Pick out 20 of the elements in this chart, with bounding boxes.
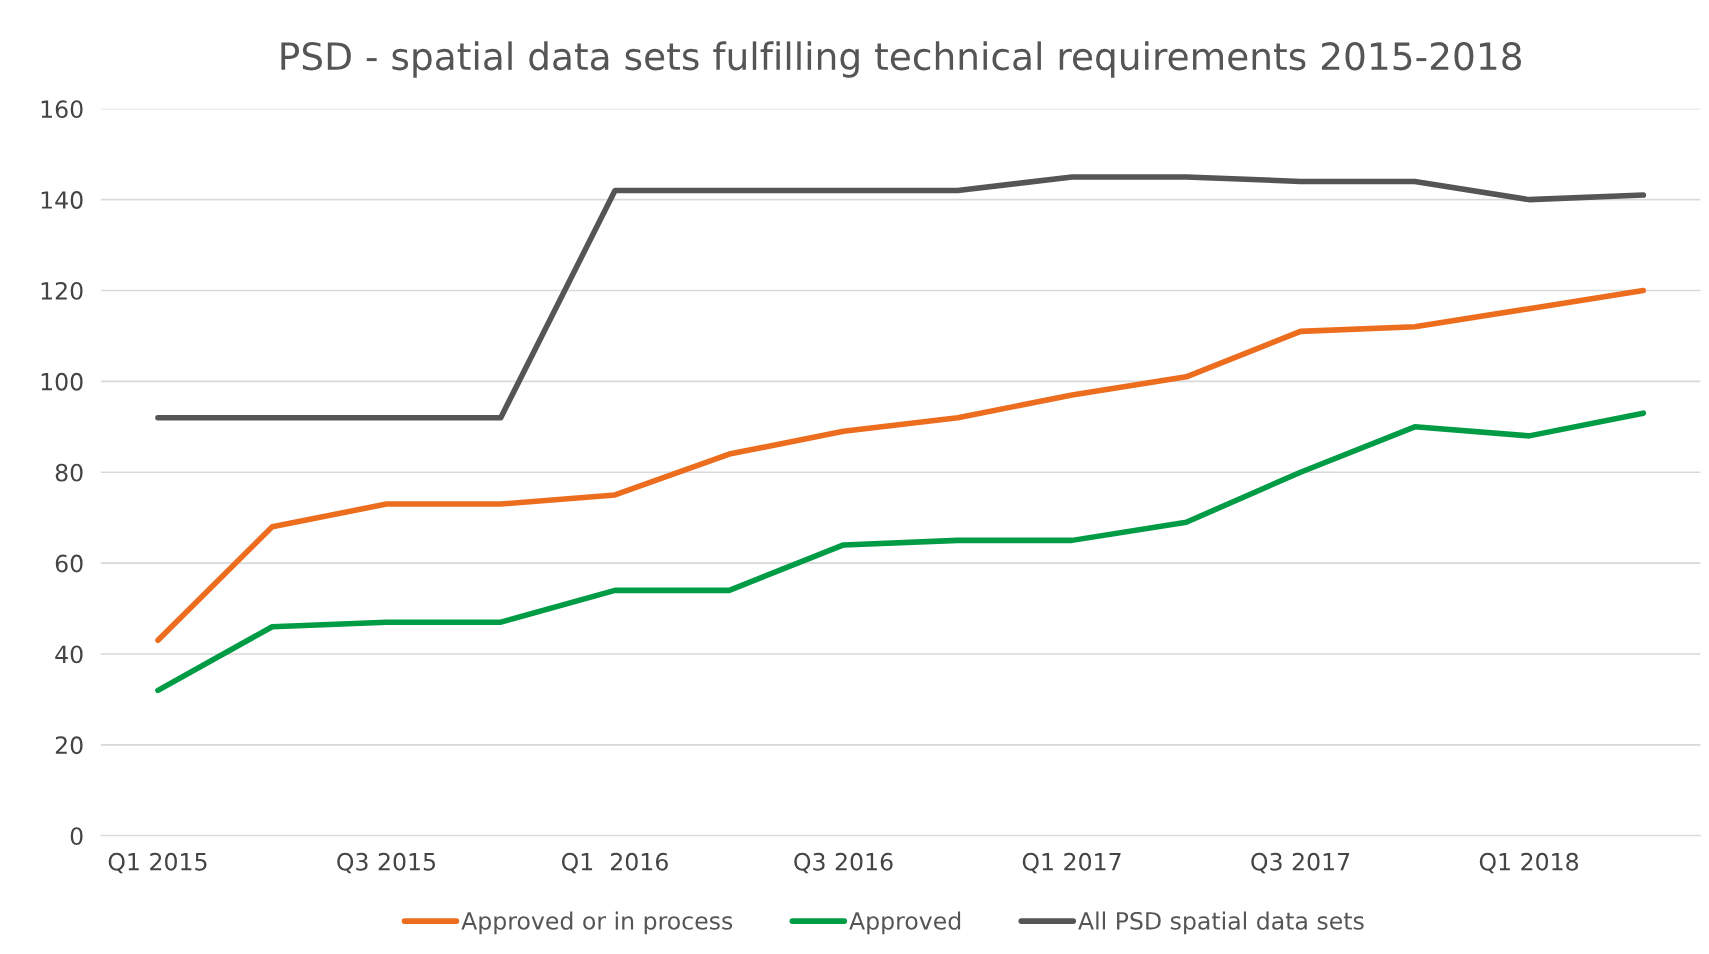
x-tick-label: Q3 2017 [1251,852,1350,874]
legend-label: Approved or in process [461,911,733,935]
legend-label: Approved [849,911,961,935]
x-tick-label: Q1 2015 [108,852,207,874]
y-tick-label: 160 [41,100,83,119]
y-tick-label: 60 [55,554,83,573]
y-tick-label: 40 [55,645,83,664]
x-tick-label: Q3 2015 [337,852,436,874]
x-tick-label: Q1 2018 [1479,852,1579,874]
y-tick-label: 120 [41,281,83,300]
legend-label: All PSD spatial data sets [1078,911,1364,935]
y-tick-label: 100 [41,372,83,391]
chart-title: PSD - spatial data sets fulfilling technical requirements 2015-2018 [281,41,1521,78]
y-tick-label: 20 [55,736,83,755]
y-tick-label: 140 [41,191,83,209]
y-tick-label: 80 [55,463,83,482]
y-tick-label: 0 [70,827,83,846]
x-tick-label: Q1 2016 [561,852,668,874]
x-tick-label: Q3 2016 [794,852,893,874]
x-tick-label: Q1 2017 [1022,852,1121,874]
